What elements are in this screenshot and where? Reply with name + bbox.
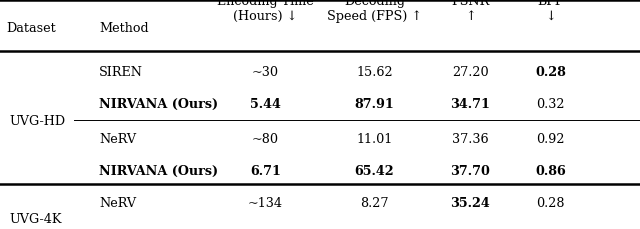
Text: Dataset: Dataset bbox=[6, 21, 56, 34]
Text: Encoding Time
(Hours) ↓: Encoding Time (Hours) ↓ bbox=[217, 0, 314, 23]
Text: 15.62: 15.62 bbox=[356, 66, 393, 79]
Text: UVG-HD: UVG-HD bbox=[10, 115, 66, 128]
Text: NIRVANA (Ours): NIRVANA (Ours) bbox=[99, 228, 218, 229]
Text: 50.83: 50.83 bbox=[355, 228, 394, 229]
Text: ~80: ~80 bbox=[252, 132, 279, 145]
Text: SIREN: SIREN bbox=[99, 66, 143, 79]
Text: Method: Method bbox=[99, 21, 149, 34]
Text: Decoding
Speed (FPS) ↑: Decoding Speed (FPS) ↑ bbox=[327, 0, 422, 23]
Text: 34.71: 34.71 bbox=[451, 98, 490, 111]
Text: 20.89: 20.89 bbox=[246, 228, 285, 229]
Text: BPP
↓: BPP ↓ bbox=[537, 0, 564, 23]
Text: 0.28: 0.28 bbox=[535, 66, 566, 79]
Text: 65.42: 65.42 bbox=[355, 164, 394, 177]
Text: NIRVANA (Ours): NIRVANA (Ours) bbox=[99, 98, 218, 111]
Text: ~134: ~134 bbox=[248, 196, 283, 209]
Text: NeRV: NeRV bbox=[99, 196, 136, 209]
Text: UVG-4K: UVG-4K bbox=[10, 212, 62, 225]
Text: 0.27: 0.27 bbox=[535, 228, 566, 229]
Text: 87.91: 87.91 bbox=[355, 98, 394, 111]
Text: 0.86: 0.86 bbox=[535, 164, 566, 177]
Text: NIRVANA (Ours): NIRVANA (Ours) bbox=[99, 164, 218, 177]
Text: 37.36: 37.36 bbox=[452, 132, 489, 145]
Text: 0.28: 0.28 bbox=[536, 196, 564, 209]
Text: PSNR
↑: PSNR ↑ bbox=[451, 0, 490, 23]
Text: 5.44: 5.44 bbox=[250, 98, 281, 111]
Text: 0.92: 0.92 bbox=[536, 132, 564, 145]
Text: 11.01: 11.01 bbox=[356, 132, 392, 145]
Text: 35.24: 35.24 bbox=[451, 196, 490, 209]
Text: NeRV: NeRV bbox=[99, 132, 136, 145]
Text: 8.27: 8.27 bbox=[360, 196, 388, 209]
Text: 6.71: 6.71 bbox=[250, 164, 281, 177]
Text: 0.32: 0.32 bbox=[536, 98, 564, 111]
Text: 37.70: 37.70 bbox=[451, 164, 490, 177]
Text: 35.18: 35.18 bbox=[452, 228, 489, 229]
Text: ~30: ~30 bbox=[252, 66, 279, 79]
Text: 27.20: 27.20 bbox=[452, 66, 489, 79]
